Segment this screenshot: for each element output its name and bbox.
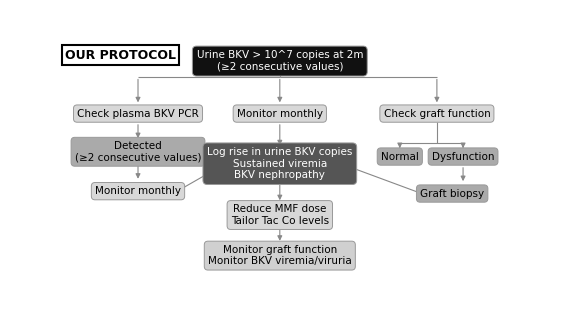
Text: Log rise in urine BKV copies
Sustained viremia
BKV nephropathy: Log rise in urine BKV copies Sustained v… bbox=[207, 147, 352, 180]
Text: Monitor monthly: Monitor monthly bbox=[95, 186, 181, 196]
Text: Dysfunction: Dysfunction bbox=[432, 152, 494, 162]
Text: Urine BKV > 10^7 copies at 2m
(≥2 consecutive values): Urine BKV > 10^7 copies at 2m (≥2 consec… bbox=[196, 50, 363, 72]
Text: OUR PROTOCOL: OUR PROTOCOL bbox=[65, 49, 176, 62]
Text: Graft biopsy: Graft biopsy bbox=[420, 188, 484, 198]
Text: Check graft function: Check graft function bbox=[383, 108, 490, 119]
Text: Reduce MMF dose
Tailor Tac Co levels: Reduce MMF dose Tailor Tac Co levels bbox=[231, 204, 329, 226]
Text: Normal: Normal bbox=[381, 152, 419, 162]
Text: Detected
(≥2 consecutive values): Detected (≥2 consecutive values) bbox=[75, 141, 201, 162]
Text: Monitor monthly: Monitor monthly bbox=[237, 108, 323, 119]
Text: Check plasma BKV PCR: Check plasma BKV PCR bbox=[77, 108, 199, 119]
Text: Monitor graft function
Monitor BKV viremia/viruria: Monitor graft function Monitor BKV virem… bbox=[208, 245, 352, 266]
